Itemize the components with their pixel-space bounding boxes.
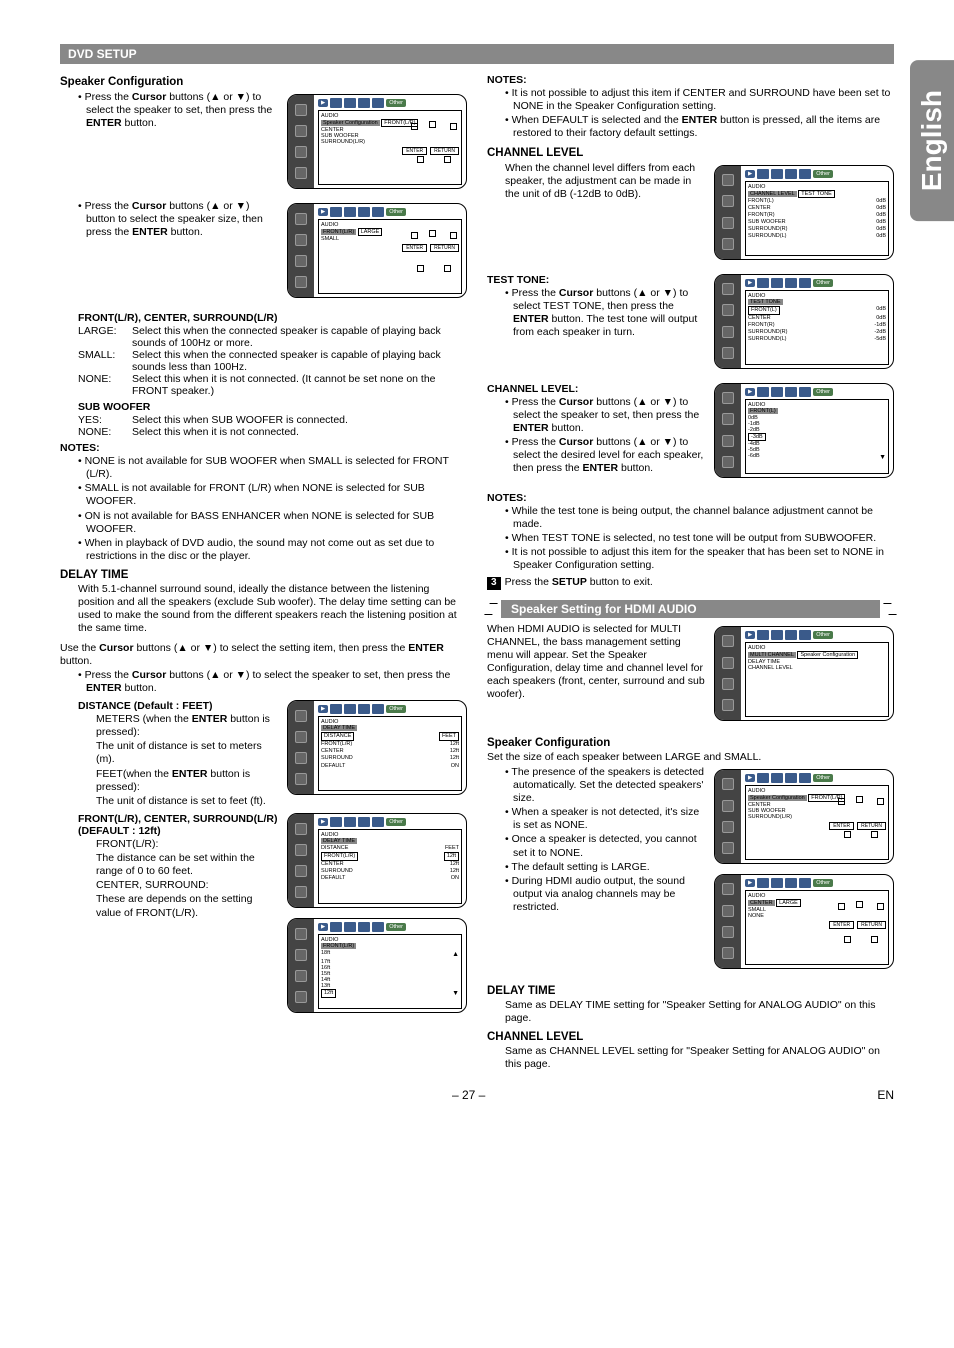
footer-lang: EN [877,1088,894,1102]
ui-thumb-speaker-config: ▶Other AUDIO Speaker Configuration FRONT… [287,94,467,189]
channel-level-intro: When the channel level differs from each… [505,162,706,201]
def-small: SMALL:Select this when the connected spe… [78,349,467,373]
heading-notes-1: NOTES: [60,442,467,454]
ui-thumb-channel-level: ▶Other AUDIO CHANNEL LEVEL TEST TONE FRO… [714,165,894,260]
heading-distance: DISTANCE (Default : FEET) [78,700,279,712]
heading-fcs-default: FRONT(L/R), CENTER, SURROUND(L/R) (DEFAU… [78,813,279,837]
page-number: – 27 – [452,1088,485,1102]
hdmi-sc5: During HDMI audio output, the sound outp… [505,875,706,914]
left-column: Speaker Configuration Press the Cursor b… [60,70,467,1072]
def-yes: YES:Select this when SUB WOOFER is conne… [78,414,467,426]
ui-thumb-front-l-db: ▶Other AUDIO FRONT(L) 0dB -1dB -2dB -3dB… [714,383,894,478]
hdmi-sc-intro: Set the size of each speaker between LAR… [487,751,894,764]
heading-channel-level-sub: CHANNEL LEVEL: [487,383,706,395]
distance-feet: FEET(when the ENTER button is pressed): [96,768,279,794]
heading-notes-right-1: NOTES: [487,74,894,86]
ui-thumb-delay-time-1: ▶Other AUDIO DELAY TIME DISTANCEFEET FRO… [287,700,467,795]
heading-front-center-surround: FRONT(L/R), CENTER, SURROUND(L/R) [78,312,467,324]
hdmi-delay-body: Same as DELAY TIME setting for "Speaker … [505,999,894,1025]
hdmi-intro: When HDMI AUDIO is selected for MULTI CH… [487,623,706,702]
heading-test-tone: TEST TONE: [487,274,706,286]
delay-use-cursor: Use the Cursor buttons (▲ or ▼) to selec… [60,642,467,668]
speaker-config-step2: Press the Cursor buttons (▲ or ▼) button… [78,200,279,239]
heading-delay-time: DELAY TIME [60,569,467,581]
note-4: When in playback of DVD audio, the sound… [78,537,467,563]
hdmi-sc4: The default setting is LARGE. [505,861,706,874]
rnote-2: When DEFAULT is selected and the ENTER b… [505,114,894,140]
heading-hdmi-speaker-config: Speaker Configuration [487,737,894,749]
ui-thumb-test-tone: ▶Other AUDIO TEST TONE FRONT(L)0dB CENTE… [714,274,894,369]
hdmi-sc1: The presence of the speakers is detected… [505,766,706,805]
right-column: NOTES: It is not possible to adjust this… [487,70,894,1072]
page-columns: Speaker Configuration Press the Cursor b… [60,70,894,1072]
heading-speaker-config: Speaker Configuration [60,76,467,88]
section-bar-dvd-setup: DVD SETUP [60,44,894,64]
heading-hdmi-delay: DELAY TIME [487,985,894,997]
hdmi-sc2: When a speaker is not detected, it's siz… [505,806,706,832]
speaker-config-step1: Press the Cursor buttons (▲ or ▼) to sel… [78,91,279,130]
ui-thumb-hdmi-sc1: ▶Other AUDIO Speaker Configuration FRONT… [714,769,894,864]
distance-feet-body: The unit of distance is set to feet (ft)… [96,795,279,808]
hdmi-sc3: Once a speaker is detected, you cannot s… [505,833,706,859]
ui-thumb-hdmi-sc2: ▶Other AUDIO CENTER LARGE SMALL NONE ENT… [714,874,894,969]
distance-meters-body: The unit of distance is set to meters (m… [96,740,279,766]
def-none2: NONE:Select this when it is not connecte… [78,426,467,438]
def-large: LARGE:Select this when the connected spe… [78,325,467,349]
step-3-setup-exit: 3Press the SETUP button to exit. [487,576,894,590]
cl-note1: While the test tone is being output, the… [505,505,894,531]
note-2: SMALL is not available for FRONT (L/R) w… [78,482,467,508]
fcs-cs-body: These are depends on the setting value o… [96,893,279,919]
heading-channel-level: CHANNEL LEVEL [487,147,894,159]
delay-intro: With 5.1-channel surround sound, ideally… [78,583,467,636]
cl-step2: Press the Cursor buttons (▲ or ▼) to sel… [505,436,706,475]
test-tone-step: Press the Cursor buttons (▲ or ▼) to sel… [505,287,706,340]
hdmi-cl-body: Same as CHANNEL LEVEL setting for "Speak… [505,1045,894,1071]
ui-thumb-front-lr: ▶Other AUDIO FRONT(L/R) LARGE SMALL ENTE… [287,203,467,298]
heading-notes-right-2: NOTES: [487,492,894,504]
ui-thumb-delay-time-2: ▶Other AUDIO DELAY TIME DISTANCEFEET FRO… [287,813,467,908]
rnote-1: It is not possible to adjust this item i… [505,87,894,113]
ui-thumb-multi-channel: ▶Other AUDIO MULTI CHANNEL Speaker Confi… [714,626,894,721]
def-none: NONE:Select this when it is not connecte… [78,373,467,397]
language-tab: English [910,60,954,221]
note-3: ON is not available for BASS ENHANCER wh… [78,510,467,536]
ui-thumb-front-lr-feet: ▶Other AUDIO FRONT(L/R) 18ft▲ 17ft 16ft … [287,918,467,1013]
page-footer: – 27 – EN [60,1088,894,1102]
note-1: NONE is not available for SUB WOOFER whe… [78,455,467,481]
heading-sub-woofer: SUB WOOFER [78,401,467,413]
fcs-front: FRONT(L/R): [96,838,279,851]
cl-note2: When TEST TONE is selected, no test tone… [505,532,894,545]
cl-note3: It is not possible to adjust this item f… [505,546,894,572]
angle-heading-hdmi: Speaker Setting for HDMI AUDIO [487,600,894,618]
distance-meters: METERS (when the ENTER button is pressed… [96,713,279,739]
heading-hdmi-channel-level: CHANNEL LEVEL [487,1031,894,1043]
delay-step1: Press the Cursor buttons (▲ or ▼) to sel… [78,669,467,695]
fcs-cs: CENTER, SURROUND: [96,879,279,892]
cl-step1: Press the Cursor buttons (▲ or ▼) to sel… [505,396,706,435]
fcs-front-body: The distance can be set within the range… [96,852,279,878]
